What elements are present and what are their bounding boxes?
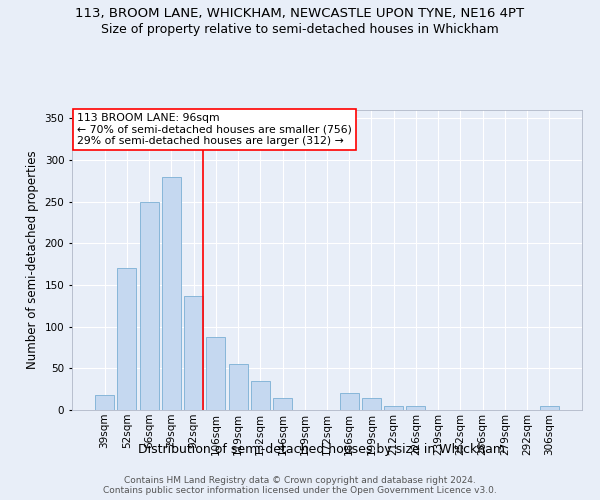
Text: Contains HM Land Registry data © Crown copyright and database right 2024.
Contai: Contains HM Land Registry data © Crown c…: [103, 476, 497, 495]
Text: Distribution of semi-detached houses by size in Whickham: Distribution of semi-detached houses by …: [137, 442, 505, 456]
Bar: [206, 336, 225, 410]
Bar: [540, 406, 559, 410]
Bar: [340, 394, 359, 410]
Y-axis label: Number of semi-detached properties: Number of semi-detached properties: [26, 150, 39, 370]
Bar: [362, 398, 381, 410]
Bar: [140, 202, 158, 410]
Bar: [118, 268, 136, 410]
Text: 113, BROOM LANE, WHICKHAM, NEWCASTLE UPON TYNE, NE16 4PT: 113, BROOM LANE, WHICKHAM, NEWCASTLE UPO…: [76, 8, 524, 20]
Bar: [251, 381, 270, 410]
Bar: [162, 176, 181, 410]
Bar: [406, 406, 425, 410]
Text: Size of property relative to semi-detached houses in Whickham: Size of property relative to semi-detach…: [101, 22, 499, 36]
Bar: [184, 296, 203, 410]
Bar: [273, 398, 292, 410]
Text: 113 BROOM LANE: 96sqm
← 70% of semi-detached houses are smaller (756)
29% of sem: 113 BROOM LANE: 96sqm ← 70% of semi-deta…: [77, 113, 352, 146]
Bar: [95, 395, 114, 410]
Bar: [384, 406, 403, 410]
Bar: [229, 364, 248, 410]
